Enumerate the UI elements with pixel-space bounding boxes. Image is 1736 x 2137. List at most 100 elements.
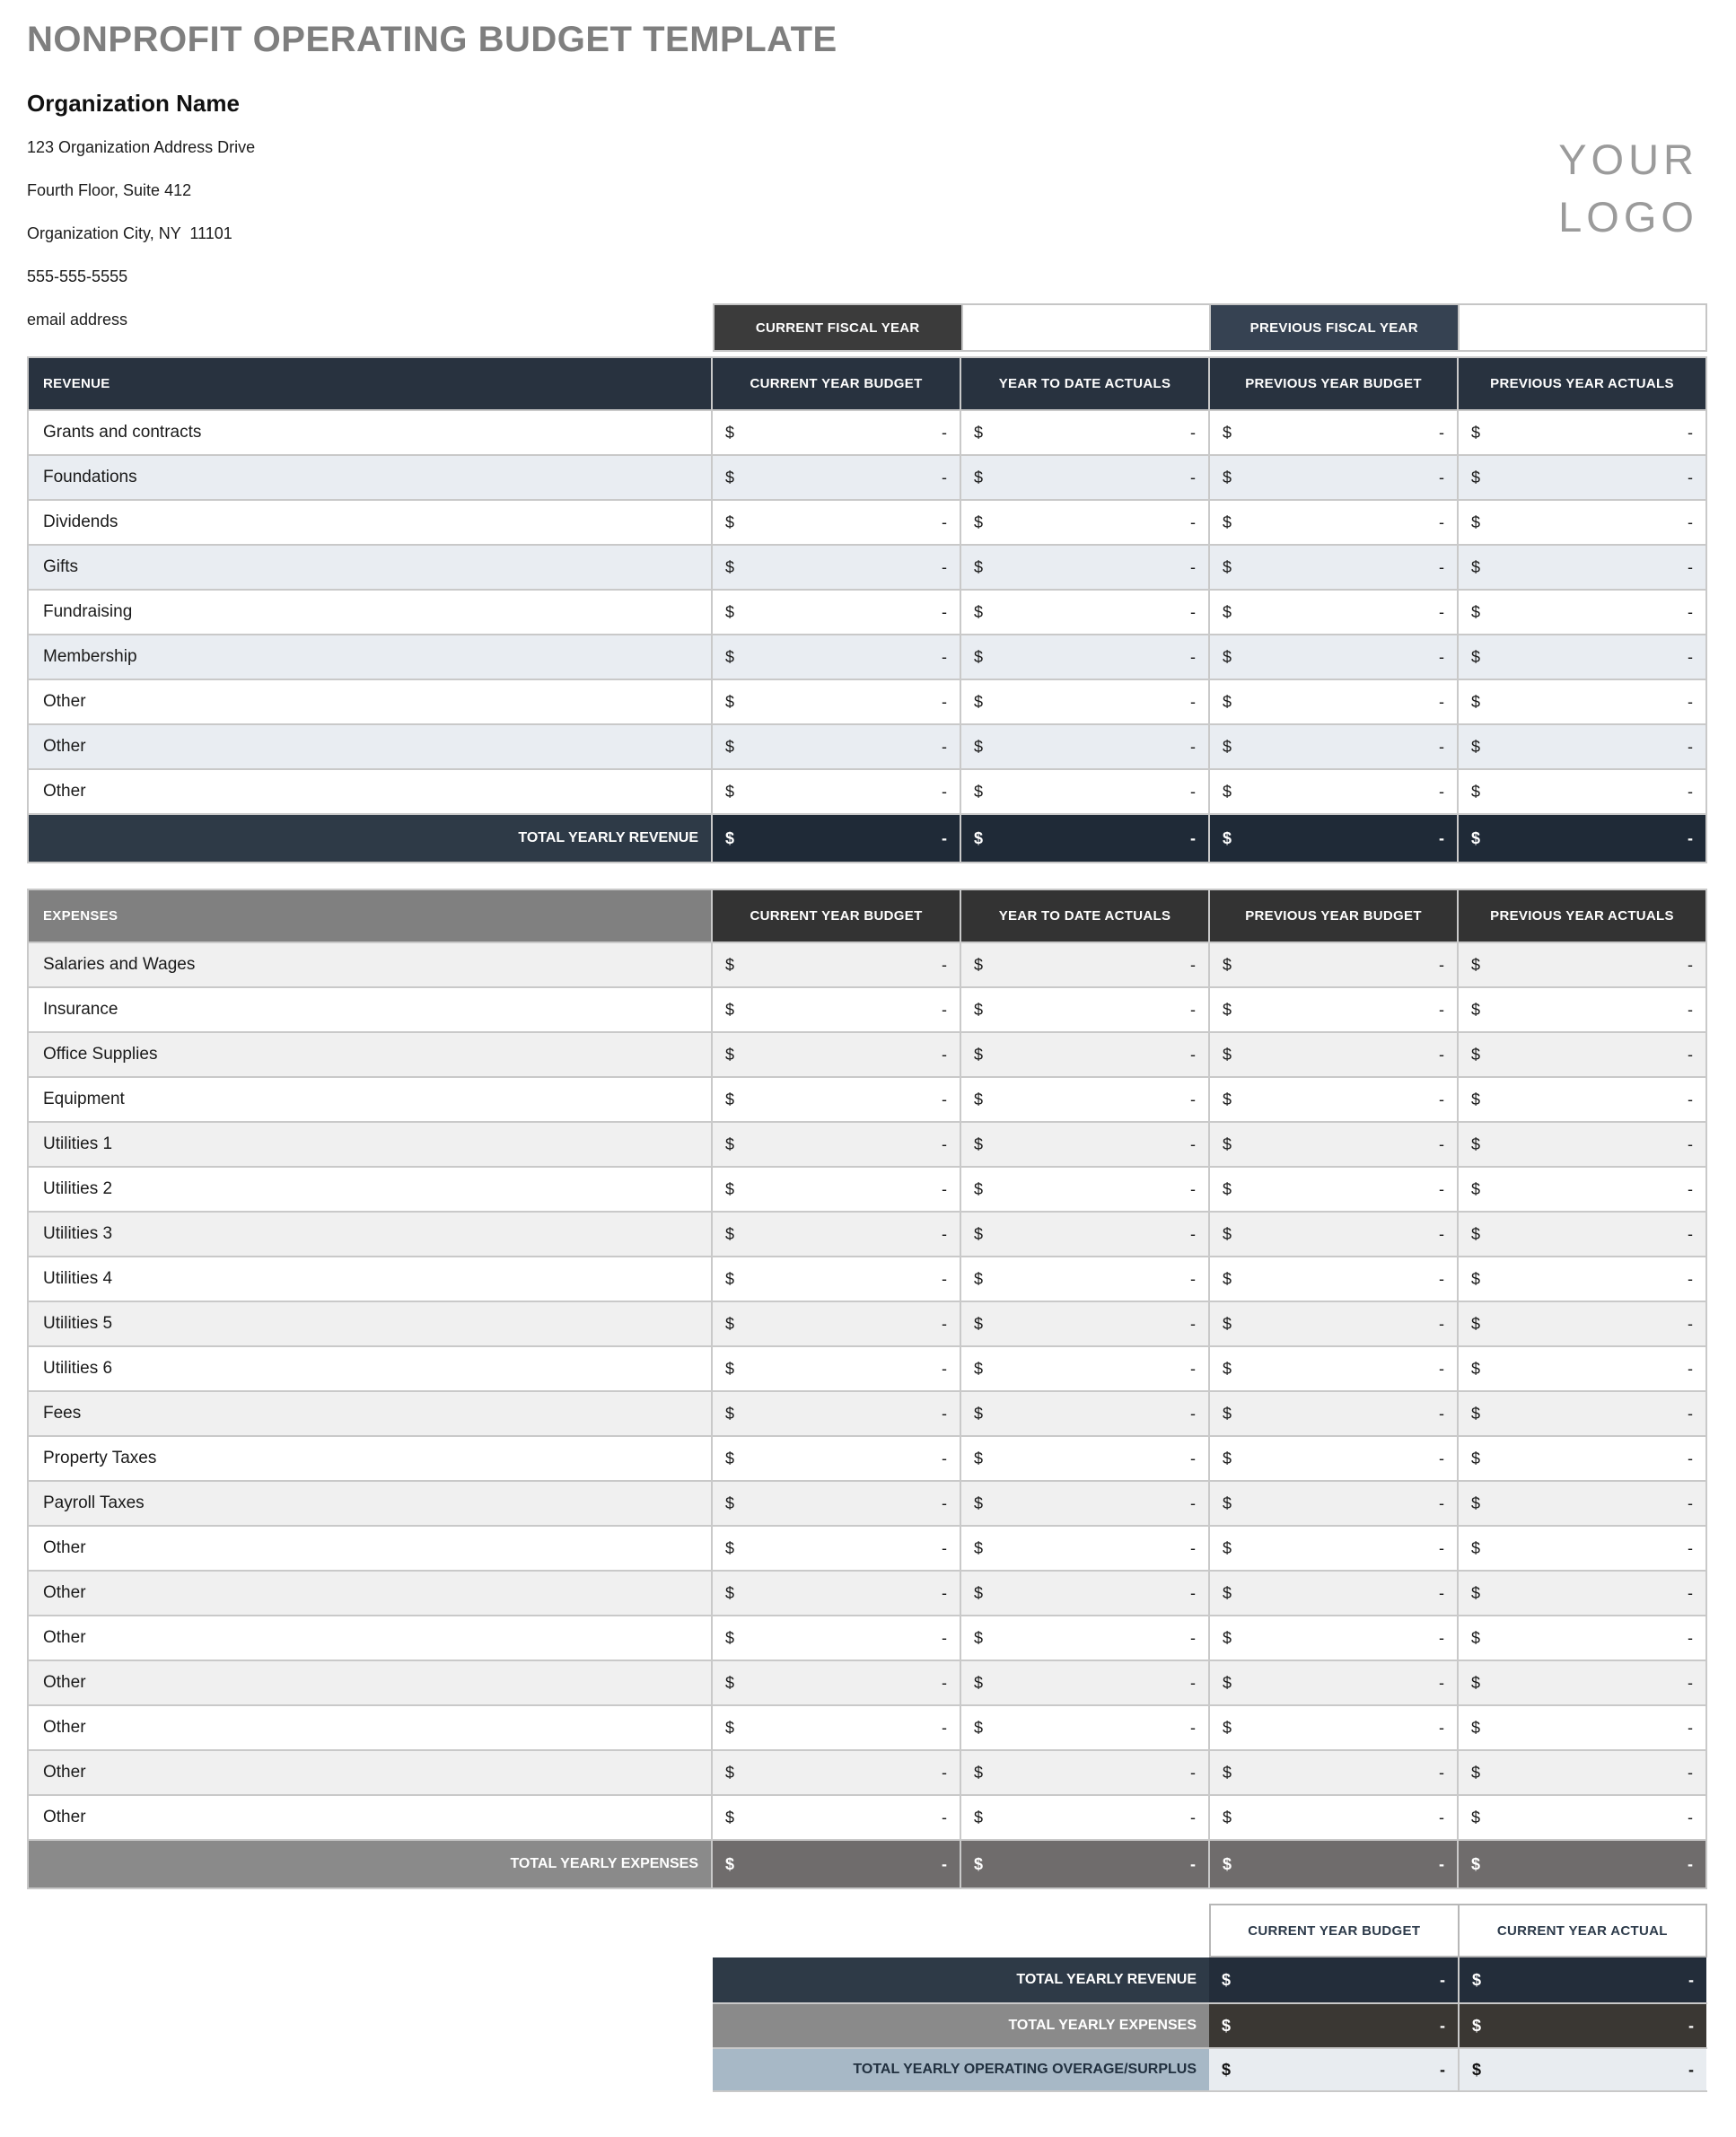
amount-cell[interactable]: $ - (711, 1661, 960, 1704)
amount-cell[interactable]: $ - (960, 770, 1208, 813)
amount-cell[interactable]: $ - (960, 1257, 1208, 1301)
amount-cell[interactable]: $ - (711, 1572, 960, 1615)
amount-cell[interactable]: $ - (1208, 680, 1457, 723)
amount-cell[interactable]: $ - (960, 943, 1208, 986)
total-amount-cell[interactable]: $ - (960, 1841, 1208, 1887)
amount-cell[interactable]: $ - (711, 1123, 960, 1166)
amount-cell[interactable]: $ - (1457, 1347, 1705, 1390)
amount-cell[interactable]: $ - (711, 1796, 960, 1839)
amount-cell[interactable]: $ - (960, 456, 1208, 499)
amount-cell[interactable]: $ - (1208, 1168, 1457, 1211)
amount-cell[interactable]: $ - (1208, 591, 1457, 634)
amount-cell[interactable]: $ - (711, 1302, 960, 1345)
amount-cell[interactable]: $ - (960, 1706, 1208, 1749)
amount-cell[interactable]: $ - (1457, 1572, 1705, 1615)
amount-cell[interactable]: $ - (711, 770, 960, 813)
total-amount-cell[interactable]: $ - (711, 1841, 960, 1887)
amount-cell[interactable]: $ - (960, 1751, 1208, 1794)
amount-cell[interactable]: $ - (1208, 1482, 1457, 1525)
amount-cell[interactable]: $ - (1457, 680, 1705, 723)
amount-cell[interactable]: $ - (960, 411, 1208, 454)
amount-cell[interactable]: $ - (711, 1706, 960, 1749)
amount-cell[interactable]: $ - (960, 1123, 1208, 1166)
amount-cell[interactable]: $ - (960, 1616, 1208, 1660)
amount-cell[interactable]: $ - (1208, 1527, 1457, 1570)
total-amount-cell[interactable]: $ - (1457, 1841, 1705, 1887)
amount-cell[interactable]: $ - (1208, 770, 1457, 813)
amount-cell[interactable]: $ - (1457, 725, 1705, 768)
amount-cell[interactable]: $ - (711, 1437, 960, 1480)
amount-cell[interactable]: $ - (1208, 635, 1457, 679)
amount-cell[interactable]: $ - (960, 1033, 1208, 1076)
amount-cell[interactable]: $ - (1457, 546, 1705, 589)
amount-cell[interactable]: $ - (1208, 1437, 1457, 1480)
amount-cell[interactable]: $ - (711, 943, 960, 986)
amount-cell[interactable]: $ - (1457, 1796, 1705, 1839)
amount-cell[interactable]: $ - (960, 1168, 1208, 1211)
amount-cell[interactable]: $ - (1457, 591, 1705, 634)
amount-cell[interactable]: $ - (1208, 1257, 1457, 1301)
amount-cell[interactable]: $ - (711, 1078, 960, 1121)
amount-cell[interactable]: $ - (711, 680, 960, 723)
amount-cell[interactable]: $ - (1208, 501, 1457, 544)
amount-cell[interactable]: $ - (1208, 1347, 1457, 1390)
amount-cell[interactable]: $ - (1457, 1168, 1705, 1211)
amount-cell[interactable]: $ - (1208, 1751, 1457, 1794)
total-amount-cell[interactable]: $ - (1208, 1841, 1457, 1887)
amount-cell[interactable]: $ - (1208, 1213, 1457, 1256)
amount-cell[interactable]: $ - (1457, 1751, 1705, 1794)
amount-cell[interactable]: $ - (711, 725, 960, 768)
amount-cell[interactable]: $ - (960, 1437, 1208, 1480)
amount-cell[interactable]: $ - (1208, 1796, 1457, 1839)
amount-cell[interactable]: $ - (711, 456, 960, 499)
amount-cell[interactable]: $ - (960, 1572, 1208, 1615)
amount-cell[interactable]: $ - (1208, 1572, 1457, 1615)
summary-amount-cell[interactable]: $ - (1209, 1957, 1458, 2002)
amount-cell[interactable]: $ - (711, 635, 960, 679)
amount-cell[interactable]: $ - (960, 1482, 1208, 1525)
amount-cell[interactable]: $ - (711, 501, 960, 544)
amount-cell[interactable]: $ - (1457, 456, 1705, 499)
amount-cell[interactable]: $ - (1457, 1123, 1705, 1166)
amount-cell[interactable]: $ - (711, 1482, 960, 1525)
summary-amount-cell[interactable]: $ - (1458, 2049, 1706, 2090)
amount-cell[interactable]: $ - (1457, 1482, 1705, 1525)
amount-cell[interactable]: $ - (711, 591, 960, 634)
amount-cell[interactable]: $ - (711, 1392, 960, 1435)
amount-cell[interactable]: $ - (960, 680, 1208, 723)
amount-cell[interactable]: $ - (1208, 1302, 1457, 1345)
amount-cell[interactable]: $ - (960, 1078, 1208, 1121)
amount-cell[interactable]: $ - (960, 591, 1208, 634)
amount-cell[interactable]: $ - (1457, 1437, 1705, 1480)
amount-cell[interactable]: $ - (1457, 635, 1705, 679)
amount-cell[interactable]: $ - (1208, 456, 1457, 499)
amount-cell[interactable]: $ - (1208, 1706, 1457, 1749)
amount-cell[interactable]: $ - (711, 546, 960, 589)
amount-cell[interactable]: $ - (711, 1616, 960, 1660)
amount-cell[interactable]: $ - (1208, 1123, 1457, 1166)
amount-cell[interactable]: $ - (711, 1168, 960, 1211)
amount-cell[interactable]: $ - (1457, 501, 1705, 544)
amount-cell[interactable]: $ - (1208, 725, 1457, 768)
amount-cell[interactable]: $ - (1208, 1078, 1457, 1121)
total-amount-cell[interactable]: $ - (1208, 815, 1457, 862)
amount-cell[interactable]: $ - (1208, 546, 1457, 589)
amount-cell[interactable]: $ - (711, 1751, 960, 1794)
amount-cell[interactable]: $ - (960, 635, 1208, 679)
amount-cell[interactable]: $ - (960, 1392, 1208, 1435)
amount-cell[interactable]: $ - (711, 988, 960, 1031)
amount-cell[interactable]: $ - (1457, 770, 1705, 813)
amount-cell[interactable]: $ - (1457, 1616, 1705, 1660)
previous-fiscal-year-input-cell[interactable] (1457, 305, 1705, 350)
amount-cell[interactable]: $ - (1208, 1616, 1457, 1660)
amount-cell[interactable]: $ - (960, 1302, 1208, 1345)
total-amount-cell[interactable]: $ - (711, 815, 960, 862)
amount-cell[interactable]: $ - (1208, 1392, 1457, 1435)
amount-cell[interactable]: $ - (960, 1661, 1208, 1704)
amount-cell[interactable]: $ - (1457, 1213, 1705, 1256)
amount-cell[interactable]: $ - (960, 988, 1208, 1031)
amount-cell[interactable]: $ - (960, 1527, 1208, 1570)
amount-cell[interactable]: $ - (711, 1257, 960, 1301)
total-amount-cell[interactable]: $ - (960, 815, 1208, 862)
amount-cell[interactable]: $ - (1457, 1078, 1705, 1121)
